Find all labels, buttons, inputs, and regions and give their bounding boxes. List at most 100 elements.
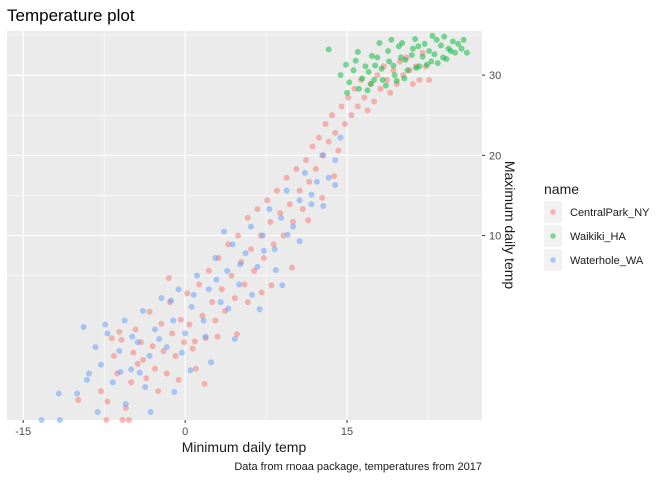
scatter-point bbox=[75, 396, 82, 403]
scatter-point bbox=[365, 68, 372, 75]
scatter-point bbox=[213, 276, 220, 283]
x-tick-label: 0 bbox=[182, 426, 188, 438]
y-tick-label: 30 bbox=[489, 70, 501, 82]
scatter-point bbox=[434, 60, 441, 67]
scatter-point bbox=[97, 388, 104, 395]
scatter-point bbox=[402, 56, 409, 63]
x-tick-label: -15 bbox=[15, 426, 31, 438]
scatter-point bbox=[433, 36, 440, 43]
scatter-point bbox=[390, 62, 397, 69]
scatter-point bbox=[110, 352, 117, 359]
scatter-point bbox=[172, 352, 179, 359]
x-axis-ticks: -15 0 15 bbox=[15, 420, 353, 438]
scatter-point bbox=[85, 370, 93, 377]
scatter-point bbox=[328, 112, 335, 119]
x-tick-label: 15 bbox=[341, 426, 353, 438]
scatter-point bbox=[428, 58, 435, 65]
legend-key-point bbox=[550, 257, 556, 263]
scatter-point bbox=[279, 282, 286, 289]
legend-entry-label: CentralPark_NY bbox=[570, 207, 650, 219]
scatter-point bbox=[169, 330, 176, 337]
scatter-point bbox=[108, 335, 115, 342]
scatter-point bbox=[225, 305, 232, 312]
scatter-point bbox=[290, 223, 297, 230]
scatter-point bbox=[128, 379, 135, 386]
scatter-point bbox=[117, 368, 124, 375]
scatter-point bbox=[104, 398, 111, 405]
scatter-point bbox=[354, 103, 361, 110]
scatter-point bbox=[218, 286, 225, 293]
scatter-point bbox=[149, 343, 156, 350]
scatter-point bbox=[119, 416, 126, 424]
scatter-point bbox=[346, 79, 353, 86]
scatter-point bbox=[104, 330, 111, 337]
scatter-point bbox=[175, 286, 182, 293]
scatter-point bbox=[202, 333, 209, 340]
scatter-point bbox=[102, 321, 109, 328]
scatter-point bbox=[214, 333, 221, 340]
legend-entry-label: Waikiki_HA bbox=[570, 231, 626, 243]
scatter-point bbox=[325, 138, 332, 145]
scatter-point bbox=[332, 157, 339, 164]
scatter-point bbox=[443, 56, 450, 63]
scatter-point bbox=[313, 178, 320, 185]
scatter-point bbox=[189, 345, 196, 352]
scatter-point bbox=[175, 376, 182, 383]
scatter-point bbox=[254, 263, 261, 270]
scatter-point bbox=[322, 120, 329, 128]
scatter-point bbox=[423, 61, 430, 68]
scatter-point bbox=[244, 214, 251, 221]
scatter-point bbox=[244, 299, 251, 306]
scatter-point bbox=[335, 147, 342, 154]
scatter-point bbox=[177, 316, 184, 323]
scatter-point bbox=[251, 267, 258, 274]
scatter-point bbox=[163, 370, 170, 377]
scatter-point bbox=[220, 228, 228, 235]
scatter-point bbox=[205, 286, 212, 293]
scatter-point bbox=[412, 35, 419, 43]
scatter-point bbox=[80, 323, 87, 331]
scatter-point bbox=[247, 223, 255, 230]
legend: name CentralPark_NY Waikiki_HA Waterhole_W… bbox=[544, 181, 650, 271]
scatter-point bbox=[437, 42, 445, 49]
scatter-point bbox=[409, 45, 416, 52]
scatter-point bbox=[387, 89, 394, 96]
scatter-point bbox=[121, 317, 128, 324]
scatter-point bbox=[231, 295, 238, 302]
scatter-point bbox=[426, 48, 433, 55]
scatter-point bbox=[312, 165, 319, 173]
scatter-point bbox=[296, 197, 303, 204]
scatter-point bbox=[209, 299, 216, 306]
scatter-point bbox=[139, 307, 147, 314]
scatter-point bbox=[196, 281, 203, 288]
scatter-point bbox=[305, 217, 312, 224]
scatter-point bbox=[142, 384, 149, 391]
scatter-point bbox=[331, 173, 338, 180]
scatter-point bbox=[116, 347, 123, 355]
y-axis-ticks: 10 20 30 bbox=[482, 70, 501, 243]
scatter-point bbox=[237, 261, 244, 268]
scatter-point bbox=[359, 75, 366, 82]
scatter-point bbox=[165, 274, 172, 282]
scatter-point bbox=[309, 143, 316, 150]
scatter-point bbox=[224, 267, 231, 274]
scatter-point bbox=[378, 65, 385, 72]
scatter-point bbox=[38, 416, 45, 424]
scatter-point bbox=[455, 40, 462, 47]
scatter-point bbox=[413, 64, 420, 71]
scatter-point bbox=[83, 376, 90, 383]
scatter-point bbox=[191, 338, 198, 345]
scatter-point bbox=[155, 388, 162, 395]
scatter-point bbox=[286, 201, 293, 208]
scatter-point bbox=[129, 333, 136, 340]
scatter-point bbox=[332, 129, 339, 136]
scatter-point bbox=[205, 267, 212, 274]
scatter-point bbox=[302, 157, 310, 164]
scatter-point bbox=[260, 247, 267, 254]
scatter-point bbox=[284, 231, 291, 238]
scatter-point bbox=[160, 347, 167, 355]
scatter-point bbox=[320, 202, 327, 209]
scatter-point bbox=[163, 343, 170, 351]
scatter-point bbox=[308, 201, 315, 208]
